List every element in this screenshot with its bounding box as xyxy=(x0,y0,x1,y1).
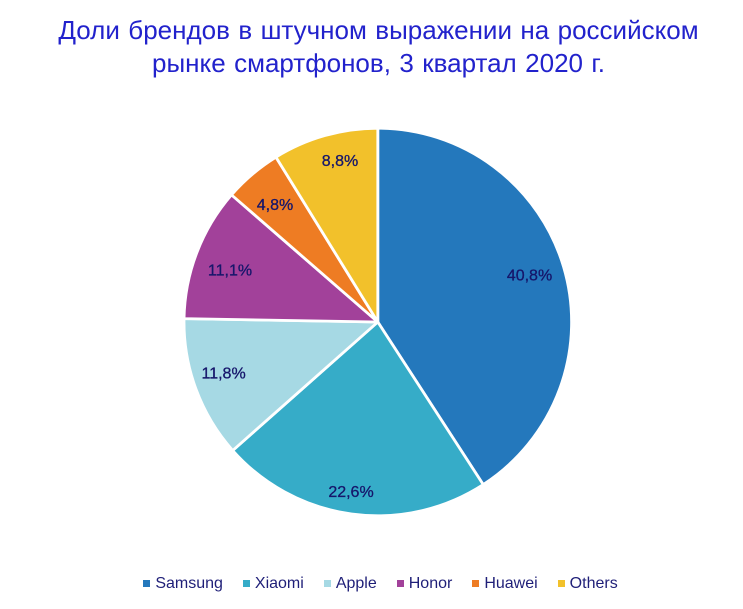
svg-text:22,6%: 22,6% xyxy=(328,484,373,501)
svg-text:8,8%: 8,8% xyxy=(322,153,358,170)
svg-text:11,1%: 11,1% xyxy=(208,262,252,279)
svg-text:11,8%: 11,8% xyxy=(202,366,246,383)
svg-text:40,8%: 40,8% xyxy=(507,268,552,285)
svg-text:4,8%: 4,8% xyxy=(257,197,293,214)
